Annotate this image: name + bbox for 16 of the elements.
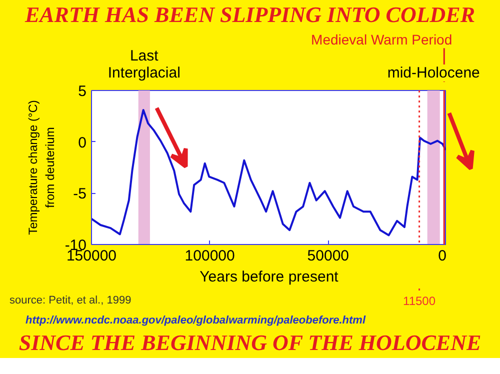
y-tick-label: 5 (78, 83, 86, 100)
chart-title: EARTH HAS BEEN SLIPPING INTO COLDER (24, 1, 476, 29)
x-axis-title: Years before present (200, 268, 340, 286)
y-tick-label: 0 (78, 134, 86, 152)
ref-line-label: Medieval Warm Period (311, 32, 452, 48)
text: SINCE THE BEGINNING OF THE HOLOCENE (18, 329, 482, 357)
band-label: mid-Holocene (387, 64, 480, 82)
band-label: Last Interglacial (108, 47, 180, 82)
y-tick-label: -5 (73, 186, 87, 203)
x-tick-label: 100000 (184, 248, 235, 264)
y-axis-title: Temperature change (°C) from deuterium (26, 100, 57, 235)
x-tick-label: 50000 (307, 248, 350, 264)
source-note: source: Petit, et al., 1999 (10, 294, 132, 306)
text: http://www.ncdc.noaa.gov/paleo/globalwarming/paleobefore.html (26, 314, 366, 326)
x-tick-label: 0 (438, 248, 446, 264)
ref-line-label: 11500 (403, 294, 436, 308)
